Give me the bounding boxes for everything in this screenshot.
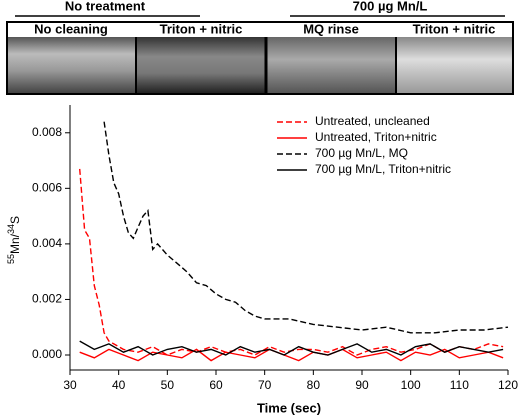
x-tick-label: 50: [161, 378, 175, 392]
sem-strip: No treatment 700 µg Mn/L No cleaning Tri…: [6, 0, 514, 95]
y-label-part: Mn/: [8, 233, 22, 254]
x-tick-label: 100: [401, 378, 421, 392]
label-band: [8, 23, 512, 37]
panel-label: Triton + nitric: [160, 21, 243, 36]
y-axis-label: 55Mn/34S: [6, 216, 22, 264]
panel-label: MQ rinse: [303, 21, 359, 36]
y-label-part: S: [8, 216, 22, 224]
x-tick-label: 60: [209, 378, 223, 392]
panel-label: No cleaning: [34, 21, 108, 36]
series-line: [79, 340, 504, 356]
series-line: [103, 121, 509, 334]
y-tick-label: 0.004: [32, 236, 62, 250]
x-axis-label: Time (sec): [257, 400, 321, 415]
sem-image: [267, 37, 395, 93]
y-tick-label: 0.006: [32, 181, 62, 195]
x-tick-label: 70: [258, 378, 272, 392]
y-label-part: 55: [6, 254, 16, 264]
y-label-part: 34: [6, 224, 16, 234]
panel-label: Triton + nitric: [413, 21, 496, 36]
group-title: No treatment: [65, 0, 146, 13]
legend-label: 700 µg Mn/L, Triton+nitric: [315, 162, 451, 176]
sem-image: [137, 37, 265, 93]
legend-label: 700 µg Mn/L, MQ: [315, 146, 408, 160]
legend-label: Untreated, Triton+nitric: [315, 130, 437, 144]
x-tick-label: 120: [498, 378, 518, 392]
y-tick-label: 0.002: [32, 292, 62, 306]
strip-frame: [6, 21, 514, 95]
series-line: [79, 168, 504, 356]
sem-image: [8, 37, 135, 93]
x-tick-label: 30: [63, 378, 77, 392]
group-title: 700 µg Mn/L: [353, 0, 428, 13]
sem-image: [397, 37, 512, 93]
x-tick-label: 40: [112, 378, 126, 392]
x-tick-label: 110: [450, 378, 469, 392]
y-tick-label: 0.000: [32, 347, 62, 361]
x-tick-label: 90: [355, 378, 369, 392]
legend-label: Untreated, uncleaned: [315, 114, 430, 128]
x-tick-label: 80: [307, 378, 321, 392]
y-tick-label: 0.008: [32, 125, 62, 139]
